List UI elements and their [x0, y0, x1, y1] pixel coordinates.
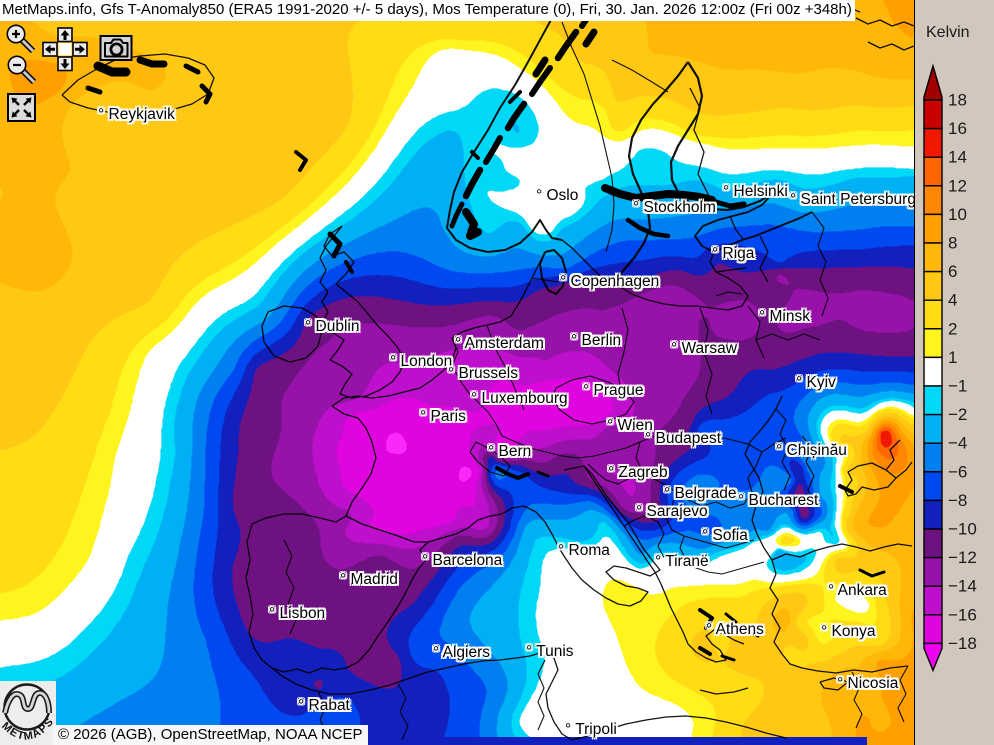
svg-text:−8: −8 [948, 491, 967, 510]
svg-text:4: 4 [948, 291, 957, 310]
svg-text:−1: −1 [948, 377, 967, 396]
svg-text:12: 12 [948, 176, 967, 195]
svg-text:14: 14 [948, 148, 967, 167]
svg-text:−6: −6 [948, 462, 967, 481]
svg-text:6: 6 [948, 262, 957, 281]
svg-text:10: 10 [948, 205, 967, 224]
svg-text:2: 2 [948, 319, 957, 338]
svg-text:−2: −2 [948, 405, 967, 424]
svg-text:−4: −4 [948, 434, 967, 453]
svg-text:16: 16 [948, 119, 967, 138]
svg-text:−18: −18 [948, 634, 977, 653]
svg-text:8: 8 [948, 234, 957, 253]
svg-text:1: 1 [948, 348, 957, 367]
svg-text:18: 18 [948, 91, 967, 110]
svg-text:−10: −10 [948, 520, 977, 539]
svg-text:−16: −16 [948, 605, 977, 624]
svg-text:−12: −12 [948, 548, 977, 567]
svg-text:−14: −14 [948, 577, 977, 596]
